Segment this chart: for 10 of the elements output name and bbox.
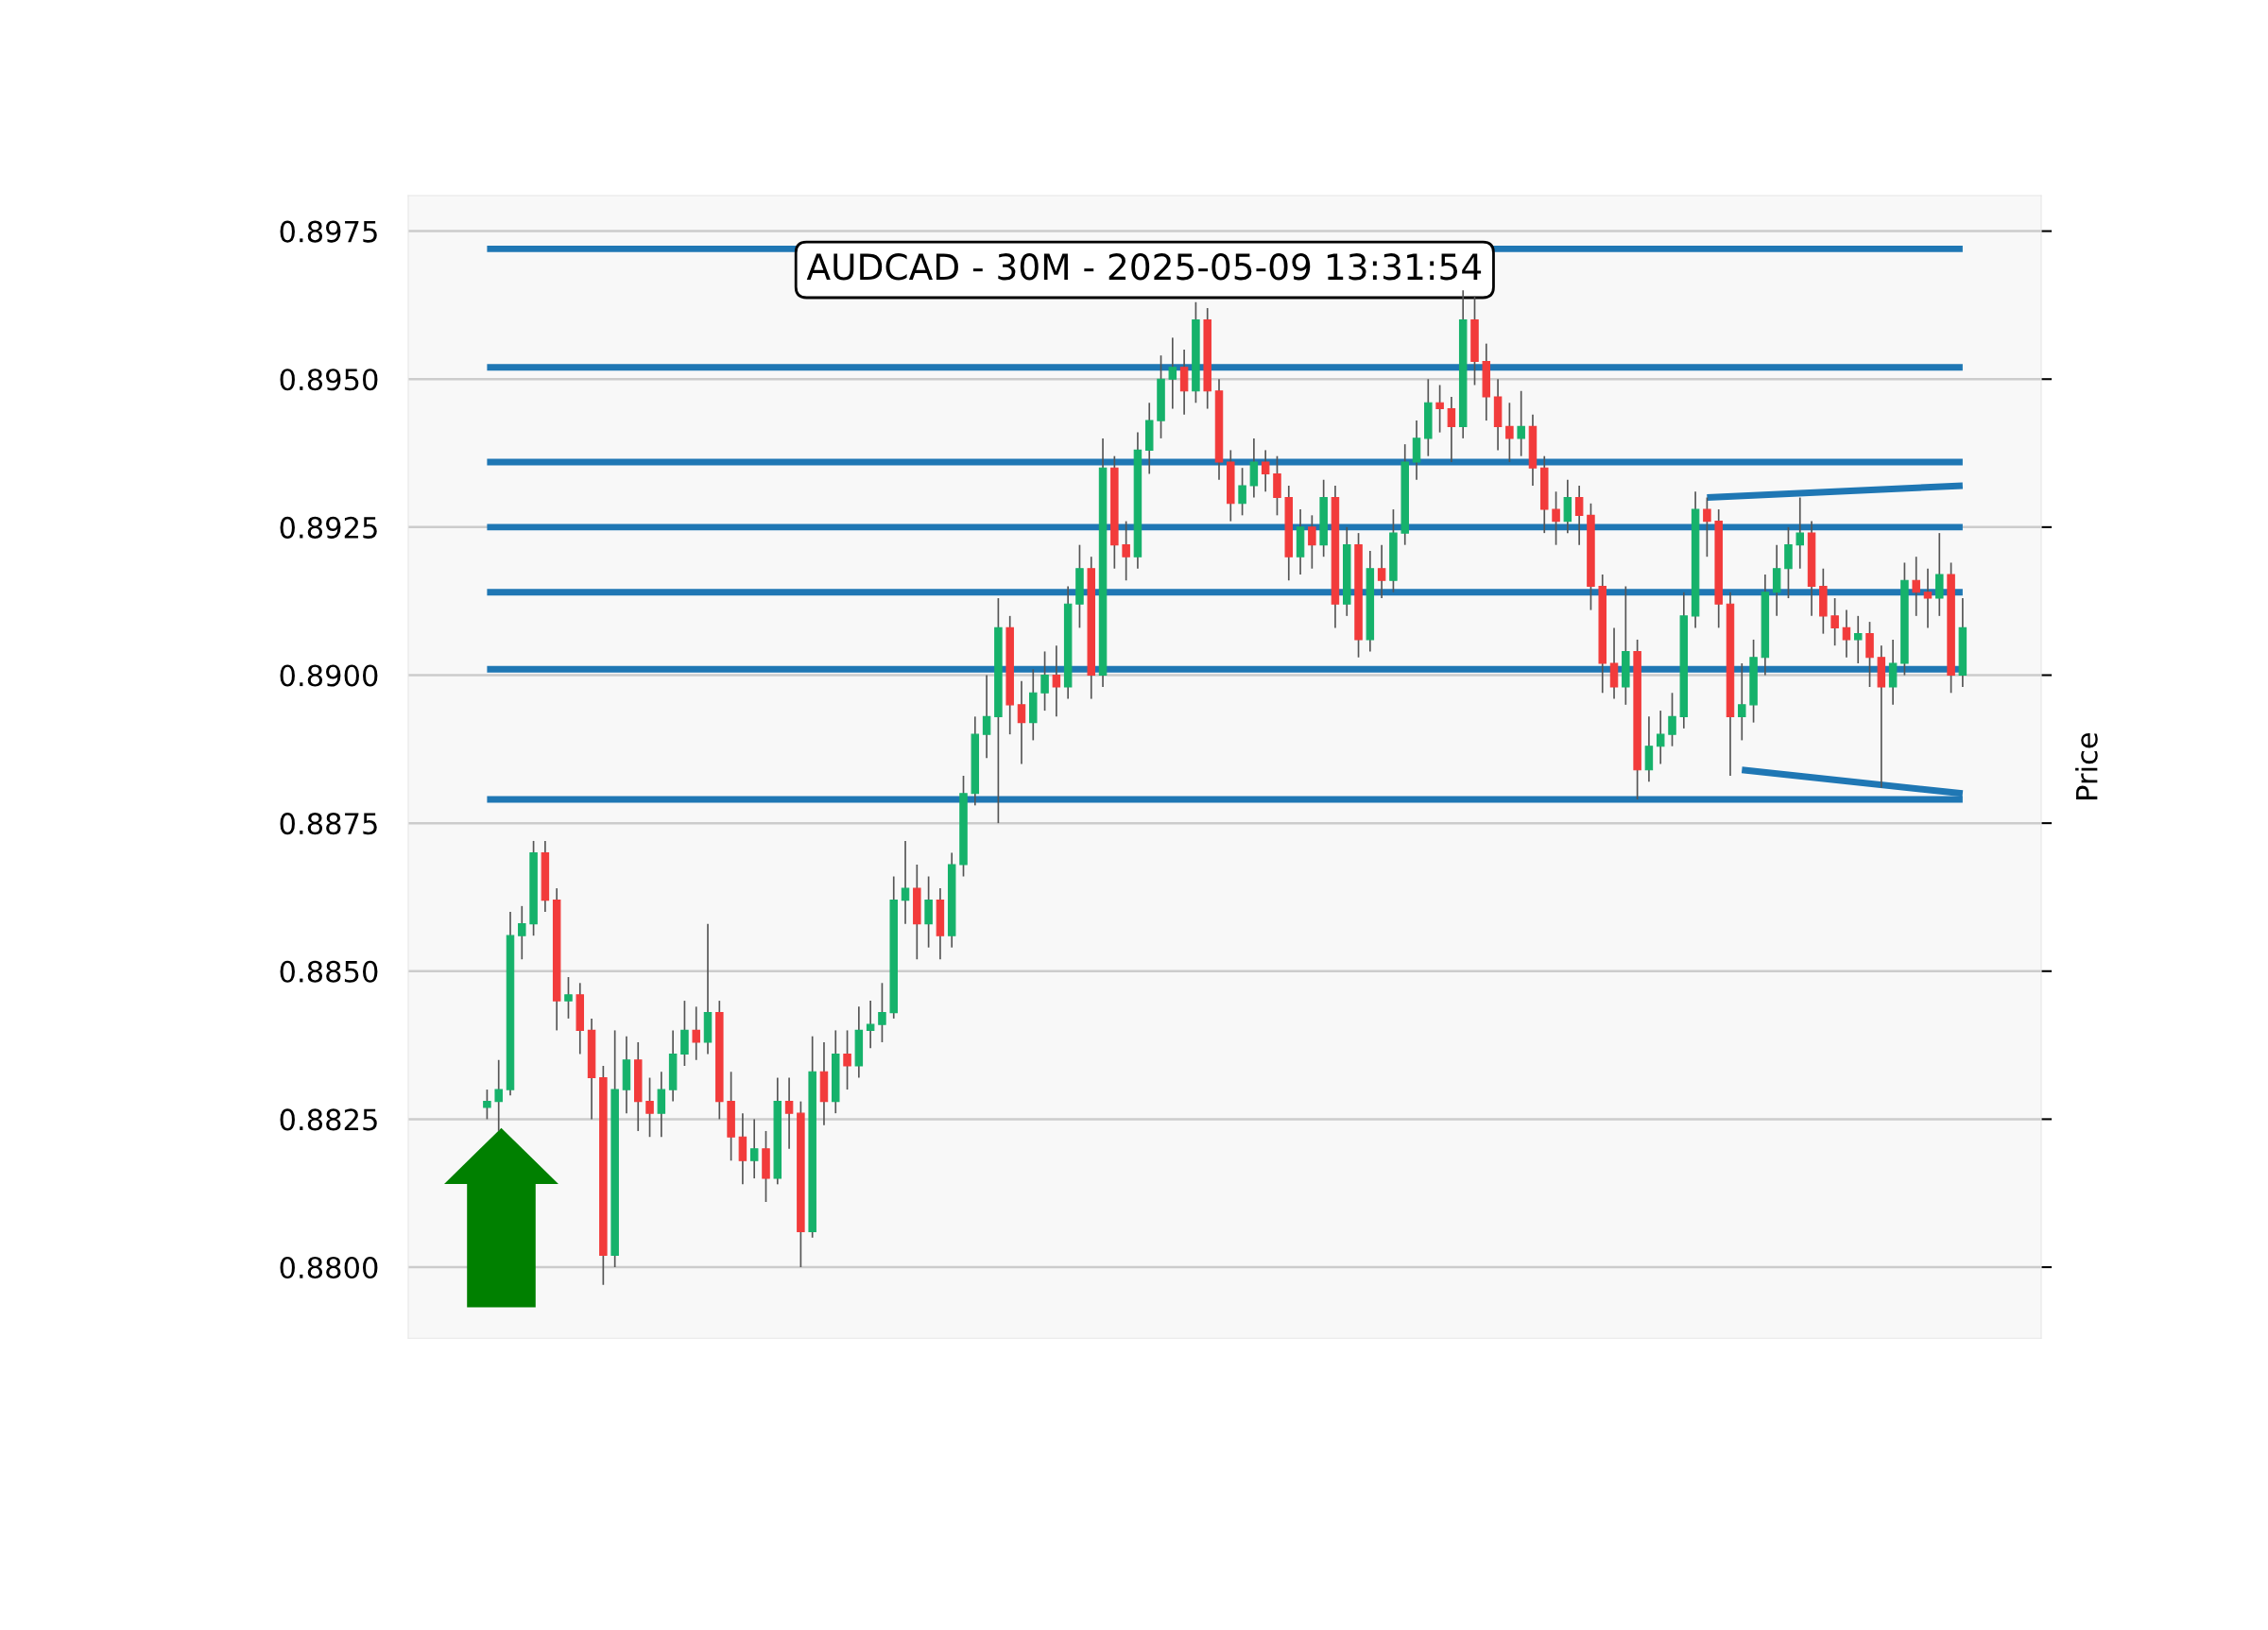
y-tick-label: 0.8975 (280, 220, 377, 243)
y-tick-label: 0.8950 (280, 369, 378, 391)
y-tick-label: 0.8875 (280, 813, 377, 835)
y-tick-label: 0.8850 (280, 960, 378, 983)
y-axis-title: Price (2075, 732, 2098, 799)
y-tick-label: 0.8900 (280, 664, 378, 687)
text: AUDCAD - 30M - 2025-05-09 13:31:54 (806, 253, 1482, 281)
y-tick-label: 0.8800 (280, 1256, 378, 1279)
y-tick-label: 0.8825 (280, 1108, 377, 1131)
y-tick-label: 0.8925 (280, 516, 377, 539)
